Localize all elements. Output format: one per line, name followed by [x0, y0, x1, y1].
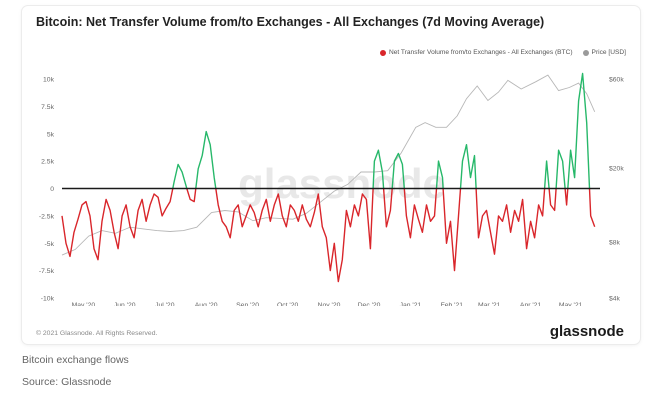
y-left-tick-label: -2.5k [39, 213, 55, 220]
x-tick-label: Nov '20 [318, 302, 341, 306]
chart-legend: Net Transfer Volume from/to Exchanges - … [379, 49, 626, 56]
x-tick-label: Oct '20 [277, 302, 299, 306]
outflow-line-segment [186, 188, 197, 203]
chart-title: Bitcoin: Net Transfer Volume from/to Exc… [36, 15, 545, 29]
outflow-line-segment [564, 188, 569, 206]
y-left-tick-label: -5k [45, 241, 55, 248]
legend-swatch-gray [582, 49, 589, 56]
legend-item-price[interactable]: Price [USD] [582, 49, 626, 56]
outflow-line-segment [475, 188, 546, 255]
y-right-tick-label: $60k [609, 77, 624, 84]
chart-plot: glassnode 10k 7.5k 5k 2.5k 0 -2.5k -5k -7.5k -10… [39, 72, 624, 306]
inflow-line-segment [567, 72, 591, 189]
x-tick-label: May '20 [72, 302, 96, 306]
legend-swatch-red [379, 49, 386, 56]
y-left-tick-label: 5k [47, 131, 55, 138]
x-tick-label: Aug '20 [195, 302, 218, 306]
inflow-line-segment [391, 152, 405, 189]
legend-label-price: Price [USD] [591, 49, 626, 56]
x-tick-label: Apr '21 [520, 302, 542, 306]
inflow-line-segment [543, 160, 550, 189]
x-tick-label: May '21 [559, 302, 583, 306]
x-tick-label: Jun '20 [114, 302, 136, 306]
copyright-text: © 2021 Glassnode. All Rights Reserved. [36, 330, 158, 337]
inflow-line-segment [195, 130, 217, 189]
y-left-tick-label: 0 [50, 186, 54, 193]
outflow-line-segment [382, 188, 393, 228]
glassnode-logo: glassnode [549, 323, 624, 340]
y-right-tick-label: $8k [609, 239, 621, 246]
x-tick-label: Jul '20 [155, 302, 175, 306]
y-left-tick-label: 2.5k [41, 159, 54, 166]
outflow-line-segment [403, 188, 438, 239]
x-tick-label: Mar '21 [478, 302, 501, 306]
outflow-line-segment [548, 188, 557, 212]
caption-title: Bitcoin exchange flows [22, 354, 129, 366]
x-tick-label: Feb '21 [441, 302, 464, 306]
outflow-line-segment [61, 188, 174, 261]
x-tick-label: Dec '20 [358, 302, 381, 306]
y-left-tick-label: -10k [41, 296, 55, 303]
outflow-line-segment [442, 188, 462, 272]
y-left-tick-label: -7.5k [39, 268, 55, 275]
watermark: glassnode [238, 160, 446, 207]
price-line [61, 74, 596, 256]
x-tick-label: Jan '21 [400, 302, 422, 306]
inflow-line-segment [435, 160, 444, 189]
y-right-tick-label: $20k [609, 165, 624, 172]
x-tick-label: Sep '20 [236, 302, 259, 306]
caption-source: Source: Glassnode [22, 376, 112, 388]
y-right-tick-label: $4k [609, 296, 621, 303]
inflow-line-segment [459, 143, 477, 189]
outflow-line-segment [588, 188, 596, 228]
inflow-line-segment [555, 149, 566, 189]
legend-label-net-transfer: Net Transfer Volume from/to Exchanges - … [388, 49, 573, 56]
inflow-line-segment [372, 149, 385, 189]
y-left-tick-label: 10k [43, 77, 55, 84]
legend-item-net-transfer[interactable]: Net Transfer Volume from/to Exchanges - … [379, 49, 573, 56]
y-left-tick-label: 7.5k [41, 104, 54, 111]
inflow-line-segment [172, 163, 188, 189]
chart-card: Bitcoin: Net Transfer Volume from/to Exc… [22, 6, 640, 344]
outflow-line-segment [215, 188, 374, 283]
